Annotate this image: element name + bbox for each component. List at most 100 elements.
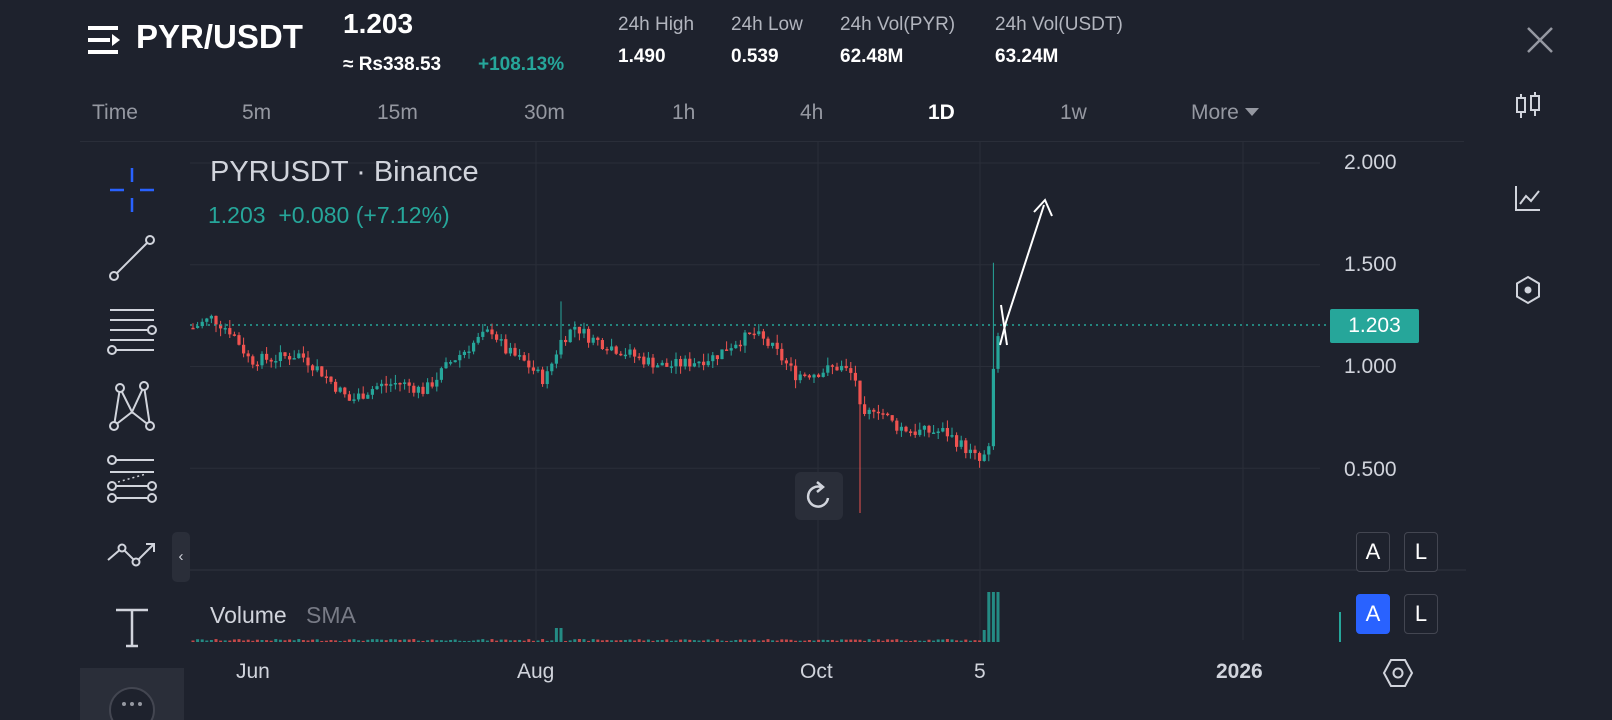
candle-body	[242, 344, 246, 354]
candles-icon[interactable]	[1512, 90, 1544, 122]
candle-body	[651, 357, 655, 368]
candle-body	[564, 339, 568, 343]
log-scale-button[interactable]: L	[1404, 532, 1438, 572]
candle-body	[628, 349, 632, 355]
volume-bar	[591, 639, 595, 642]
horizontal-lines-icon[interactable]	[104, 304, 160, 360]
volume-bar	[830, 639, 834, 642]
candle-body	[743, 332, 747, 346]
volume-bar	[251, 640, 255, 642]
tab-1w[interactable]: 1w	[1060, 101, 1087, 124]
toolbar-collapse-handle[interactable]: ‹	[172, 532, 190, 582]
tab-1d[interactable]: 1D	[928, 101, 955, 124]
volume-bar	[265, 640, 269, 642]
candle-body	[619, 353, 623, 356]
volume-bar	[688, 639, 692, 642]
candle-body	[403, 382, 407, 384]
more-tools-panel[interactable]	[80, 668, 184, 720]
drawn-arrow-tail[interactable]	[1000, 304, 1008, 346]
candle-body	[389, 384, 393, 386]
candle-body	[439, 368, 443, 380]
reset-chart-button[interactable]	[795, 472, 843, 520]
price-axis-label: 1.000	[1344, 355, 1397, 378]
volume-bar	[518, 639, 522, 642]
candle-body	[982, 454, 986, 461]
candle-body	[789, 363, 793, 366]
candle-body	[757, 331, 761, 335]
volume-bar	[278, 639, 282, 642]
candle-body	[375, 386, 379, 390]
volume-bar	[398, 639, 402, 642]
candle-body	[835, 366, 839, 371]
volume-bar	[803, 640, 807, 642]
crosshair-icon[interactable]	[104, 162, 160, 218]
candle-body	[476, 336, 480, 343]
menu-icon[interactable]	[88, 24, 122, 56]
volume-bar	[692, 640, 696, 642]
volume-bar	[375, 639, 379, 642]
candle-body	[918, 429, 922, 435]
tab-1h[interactable]: 1h	[672, 101, 696, 124]
volume-bar	[587, 640, 591, 642]
indicators-icon[interactable]	[1512, 182, 1544, 214]
chart-symbol-title[interactable]: PYRUSDT · Binance	[210, 156, 479, 188]
chart-settings-icon[interactable]	[1382, 658, 1414, 688]
volume-bar	[559, 628, 563, 642]
chart-grid	[190, 142, 1466, 640]
pattern-icon[interactable]	[104, 378, 160, 434]
volume-bar	[495, 640, 499, 642]
candle-body	[766, 338, 770, 346]
candle-body	[697, 361, 701, 364]
trend-line-icon[interactable]	[104, 230, 160, 286]
volume-bar	[412, 639, 416, 642]
candle-body	[200, 321, 204, 327]
volume-bar	[922, 640, 926, 642]
candle-body	[623, 354, 627, 357]
auto-scale-button[interactable]: A	[1356, 532, 1390, 572]
text-icon[interactable]	[104, 598, 160, 654]
candle-body	[637, 356, 641, 359]
volume-bar	[403, 639, 407, 642]
volume-bar	[306, 640, 310, 642]
volume-bar	[734, 640, 738, 642]
volume-bar	[214, 639, 218, 642]
tab-30m[interactable]: 30m	[524, 101, 565, 124]
volume-bar	[955, 640, 959, 642]
volume-bar	[485, 640, 489, 642]
candle-body	[872, 409, 876, 412]
volume-bar	[881, 640, 885, 642]
tab-15m[interactable]: 15m	[377, 101, 418, 124]
ohlc-last: 1.203	[208, 202, 266, 228]
volume-bar	[706, 639, 710, 642]
volume-bars	[191, 592, 1341, 642]
volume-bar	[320, 640, 324, 642]
volume-bar	[752, 639, 756, 642]
tab-4h[interactable]: 4h	[800, 101, 824, 124]
tab-time[interactable]: Time	[92, 101, 138, 124]
volume-log-scale-button[interactable]: L	[1404, 594, 1438, 634]
volume-bar	[619, 640, 623, 642]
drawn-arrow[interactable]	[999, 204, 1045, 346]
candle-body	[886, 413, 890, 416]
volume-auto-scale-button[interactable]: A	[1356, 594, 1390, 634]
forecast-icon[interactable]	[104, 526, 160, 582]
tab-more[interactable]: More	[1191, 101, 1259, 125]
candle-body	[205, 318, 209, 322]
volume-bar	[637, 639, 641, 642]
volume-bar	[444, 640, 448, 642]
candle-body	[338, 387, 342, 392]
volume-label[interactable]: Volume	[210, 602, 287, 628]
tab-5m[interactable]: 5m	[242, 101, 272, 124]
pair-title[interactable]: PYR/USDT	[136, 18, 303, 55]
candle-body	[784, 360, 788, 364]
hexagon-settings-icon[interactable]	[1512, 274, 1544, 306]
fib-icon[interactable]	[104, 452, 160, 508]
volume-bar	[246, 639, 250, 642]
timeframe-tabs: Time 5m 15m 30m 1h 4h 1D 1w More	[80, 98, 1464, 142]
candle-body	[780, 348, 784, 361]
candle-body	[927, 425, 931, 433]
volume-bar	[564, 640, 568, 642]
close-icon[interactable]	[1524, 24, 1556, 56]
volume-bar	[311, 639, 315, 642]
